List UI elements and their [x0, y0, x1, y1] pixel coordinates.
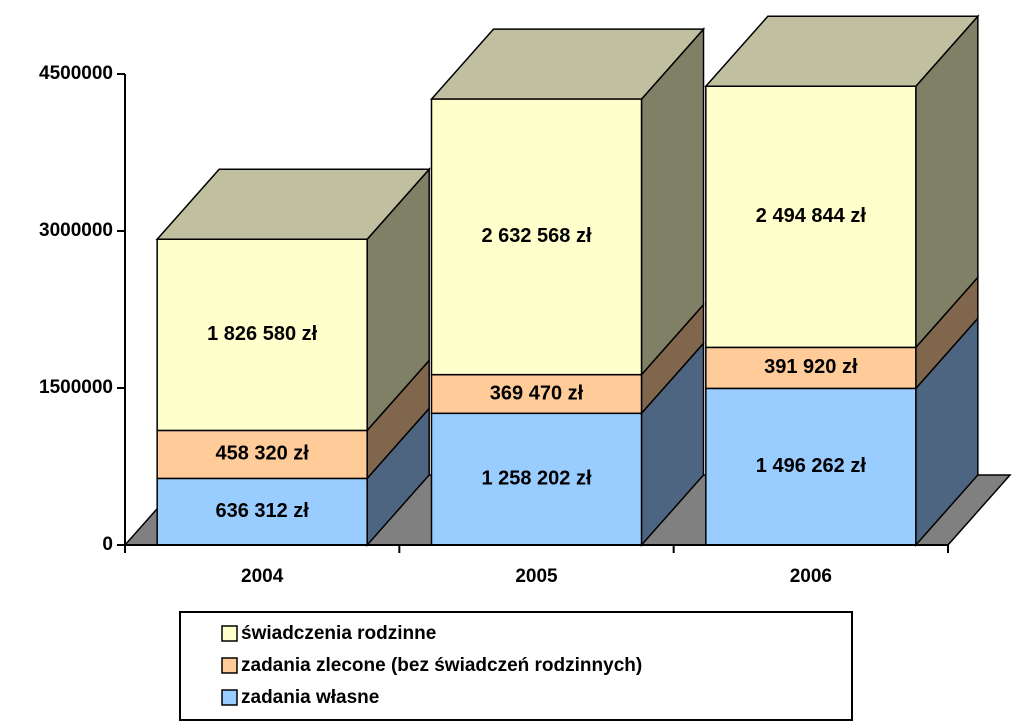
legend-swatch	[221, 625, 238, 642]
data-label: 2 494 844 zł	[756, 205, 867, 227]
bar	[156, 238, 368, 432]
y-tick-label: 0	[102, 534, 113, 555]
x-tick-label: 2004	[241, 566, 284, 587]
bar	[156, 477, 368, 546]
x-tick-label: 2005	[515, 566, 558, 587]
data-label: 369 470 zł	[490, 382, 584, 404]
y-tick-label: 1500000	[39, 377, 113, 398]
legend-label: zadania własne	[241, 687, 379, 708]
data-label: 1 258 202 zł	[481, 467, 592, 489]
data-label: 1 826 580 zł	[207, 323, 318, 345]
legend-swatch	[221, 689, 238, 706]
bar	[705, 387, 917, 546]
bar	[430, 412, 643, 546]
y-tick-label: 4500000	[39, 63, 113, 84]
data-label: 636 312 zł	[215, 500, 309, 522]
legend-swatch	[221, 657, 238, 674]
bar	[430, 98, 643, 376]
bar	[430, 373, 643, 415]
data-label: 1 496 262 zł	[756, 455, 867, 477]
legend	[179, 611, 853, 721]
legend-label: świadczenia rodzinne	[241, 623, 436, 644]
data-label: 2 632 568 zł	[481, 225, 592, 247]
y-tick-label: 3000000	[39, 220, 113, 241]
data-label: 391 920 zł	[764, 356, 858, 378]
bar	[705, 85, 917, 349]
legend-label: zadania zlecone (bez świadczeń rodzinnyc…	[241, 655, 642, 676]
data-label: 458 320 zł	[215, 443, 309, 465]
bar	[156, 429, 368, 480]
x-tick-label: 2006	[790, 566, 832, 587]
